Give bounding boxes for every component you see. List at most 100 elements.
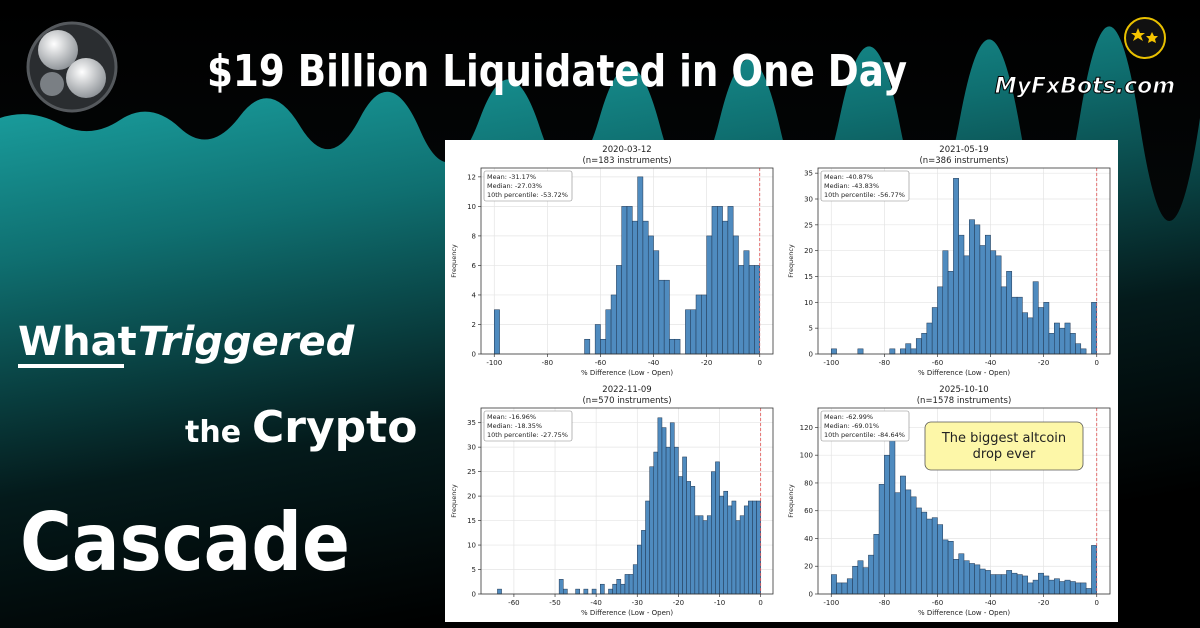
underline bbox=[18, 364, 124, 368]
bar bbox=[497, 588, 502, 595]
bar bbox=[884, 454, 890, 595]
stats-line: 10th percentile: -53.72% bbox=[487, 191, 568, 199]
y-tick-label: 10 bbox=[804, 299, 813, 307]
bar bbox=[669, 338, 676, 355]
bar bbox=[984, 570, 991, 595]
bar bbox=[979, 568, 986, 595]
bar bbox=[1059, 327, 1066, 355]
stats-line: Mean: -31.17% bbox=[487, 173, 536, 181]
bar bbox=[1048, 579, 1055, 595]
x-tick-label: 0 bbox=[757, 359, 761, 367]
x-axis-label: % Difference (Low - Open) bbox=[581, 369, 673, 377]
bar bbox=[661, 427, 667, 595]
x-tick-label: -100 bbox=[823, 599, 839, 607]
chart-subtitle: (n=386 instruments) bbox=[919, 156, 1008, 166]
bar bbox=[665, 446, 671, 595]
stats-line: Median: -69.01% bbox=[824, 422, 879, 430]
bar bbox=[621, 206, 628, 355]
bar bbox=[1064, 322, 1071, 355]
bar bbox=[900, 348, 906, 355]
bar bbox=[889, 348, 896, 355]
bar bbox=[722, 220, 729, 355]
y-axis-label: Frequency bbox=[450, 244, 458, 278]
bar bbox=[926, 518, 933, 595]
annotation-box bbox=[924, 421, 1084, 471]
x-tick-label: -100 bbox=[823, 359, 839, 367]
bar bbox=[690, 309, 697, 355]
brand: MyFxBots.com bbox=[995, 74, 1175, 99]
bar bbox=[653, 250, 660, 355]
stats-box bbox=[483, 170, 573, 202]
bar bbox=[743, 505, 749, 595]
bar bbox=[931, 307, 938, 355]
bar bbox=[626, 206, 633, 355]
x-tick-label: -60 bbox=[932, 359, 943, 367]
bar bbox=[624, 574, 630, 595]
x-tick-label: 0 bbox=[758, 599, 762, 607]
chart-panel bbox=[445, 140, 1118, 622]
bar bbox=[1011, 296, 1018, 355]
bar bbox=[915, 338, 922, 355]
bar bbox=[723, 490, 729, 595]
bar bbox=[894, 492, 901, 595]
bar bbox=[889, 416, 896, 595]
x-axis-label: % Difference (Low - Open) bbox=[581, 609, 673, 617]
bar bbox=[963, 560, 970, 595]
bar bbox=[658, 279, 665, 355]
bar bbox=[1048, 333, 1055, 355]
y-axis-label: Frequency bbox=[787, 244, 795, 278]
stats-line: Mean: -40.87% bbox=[824, 173, 873, 181]
bar bbox=[990, 574, 997, 595]
x-tick-label: -100 bbox=[486, 359, 502, 367]
bar bbox=[752, 500, 757, 595]
bar bbox=[694, 515, 700, 595]
bar bbox=[594, 324, 601, 355]
bar bbox=[628, 574, 634, 595]
x-tick-label: -10 bbox=[714, 599, 725, 607]
bar bbox=[969, 563, 975, 595]
y-tick-label: 10 bbox=[467, 203, 476, 211]
headline-the: the bbox=[185, 415, 241, 450]
bar bbox=[719, 495, 724, 595]
bar bbox=[645, 500, 650, 595]
header-title: $19 Billion Liquidated in One Day bbox=[207, 46, 907, 97]
bar bbox=[984, 234, 991, 355]
bar bbox=[727, 505, 733, 595]
bar bbox=[600, 338, 607, 355]
y-tick-label: 5 bbox=[472, 566, 476, 574]
bar bbox=[953, 559, 959, 595]
bar bbox=[1027, 582, 1034, 595]
x-tick-label: -20 bbox=[1038, 599, 1049, 607]
bar bbox=[1054, 578, 1060, 595]
chart-subtitle: (n=1578 instruments) bbox=[917, 396, 1012, 406]
bar bbox=[900, 475, 906, 595]
bar bbox=[841, 582, 848, 595]
y-tick-label: 2 bbox=[472, 321, 476, 329]
bar bbox=[727, 206, 734, 355]
bar bbox=[608, 588, 613, 595]
y-tick-label: 35 bbox=[804, 170, 813, 178]
stats-box bbox=[820, 170, 910, 202]
y-tick-label: 4 bbox=[472, 291, 477, 299]
stats-line: 10th percentile: -27.75% bbox=[487, 431, 568, 439]
bar bbox=[575, 588, 580, 595]
bar bbox=[494, 309, 500, 355]
x-tick-label: -20 bbox=[673, 599, 684, 607]
bar bbox=[756, 500, 761, 595]
bar bbox=[868, 554, 874, 595]
x-tick-label: -60 bbox=[932, 599, 943, 607]
bar bbox=[947, 271, 954, 355]
bar bbox=[682, 456, 687, 595]
bar bbox=[563, 588, 568, 595]
y-tick-label: 30 bbox=[804, 196, 813, 204]
stats-line: Mean: -62.99% bbox=[824, 413, 873, 421]
bar bbox=[1016, 296, 1023, 355]
bar bbox=[990, 250, 997, 355]
x-tick-label: -20 bbox=[1038, 359, 1049, 367]
y-tick-label: 15 bbox=[467, 517, 476, 525]
stats-line: Median: -18.35% bbox=[487, 422, 542, 430]
bar bbox=[739, 515, 745, 595]
bar bbox=[937, 524, 944, 595]
bar bbox=[754, 265, 760, 355]
